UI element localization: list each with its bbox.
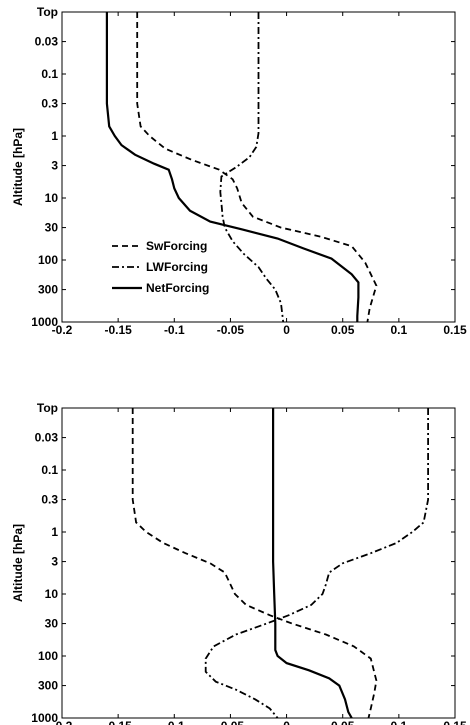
- x-tick-label: -0.2: [52, 719, 73, 725]
- x-tick-label: -0.1: [164, 719, 185, 725]
- y-tick-label: 10: [45, 587, 59, 601]
- legend: SwForcing LWForcing NetForcing: [112, 239, 209, 295]
- x-tick-label: 0.1: [391, 719, 408, 725]
- series-line-solid: [105, 12, 360, 322]
- y-tick-label: 0.3: [41, 97, 58, 111]
- x-tick-label: -0.05: [217, 719, 245, 725]
- y-tick-label: 100: [38, 649, 58, 663]
- series-line-dash-dot: [219, 12, 285, 323]
- y-axis-label: Altitude [hPa]: [11, 524, 25, 602]
- x-tick-label: -0.05: [217, 323, 245, 337]
- x-tick-label: 0.1: [391, 323, 408, 337]
- y-tick-label: 300: [38, 283, 58, 297]
- y-tick-label: 0.1: [41, 463, 58, 477]
- y-tick-label: 300: [38, 679, 58, 693]
- y-tick-label: 0.03: [35, 35, 59, 49]
- legend-label: LWForcing: [146, 260, 208, 274]
- x-tick-label: 0.15: [443, 323, 467, 337]
- y-tick-label: 3: [51, 555, 58, 569]
- chart-panel-2: -0.2 -0.15 -0.1 -0.05 0 0.05 0.1 0.15 Top 0.03 0.1…: [11, 401, 467, 725]
- x-tick-label: -0.15: [104, 719, 132, 725]
- y-axis-label: Altitude [hPa]: [11, 128, 25, 206]
- y-tick-label: 3: [51, 159, 58, 173]
- x-tick-label: -0.1: [164, 323, 185, 337]
- x-tick-label: 0.05: [331, 719, 355, 725]
- legend-label: SwForcing: [146, 239, 207, 253]
- x-tick-label: 0.05: [331, 323, 355, 337]
- y-tick-label: 1: [51, 129, 58, 143]
- legend-label: NetForcing: [146, 281, 209, 295]
- x-tick-label: -0.15: [104, 323, 132, 337]
- x-tick-label: 0.15: [443, 719, 467, 725]
- y-tick-label: 0.1: [41, 67, 58, 81]
- y-tick-label: 0.03: [35, 431, 59, 445]
- x-tick-label: -0.2: [52, 323, 73, 337]
- y-tick-label: 100: [38, 253, 58, 267]
- y-tick-label: 1000: [31, 315, 58, 329]
- plot-frame: [61, 407, 456, 719]
- y-tick-label: Top: [37, 5, 58, 19]
- series-line-dash-dot: [204, 408, 430, 719]
- y-tick-label: 0.3: [41, 493, 58, 507]
- y-tick-label: Top: [37, 401, 58, 415]
- x-tick-label: 0: [283, 719, 290, 725]
- y-tick-label: 1: [51, 525, 58, 539]
- y-tick-label: 30: [45, 221, 59, 235]
- y-tick-label: 10: [45, 191, 59, 205]
- y-tick-label: 30: [45, 617, 59, 631]
- series-line-dashed: [136, 12, 378, 323]
- series-line-dashed: [131, 408, 378, 719]
- series-line-solid: [272, 408, 353, 719]
- chart-panel-1: -0.2 -0.15 -0.1 -0.05 0 0.05 0.1 0.15 Top 0.03 0.1…: [11, 5, 467, 337]
- x-tick-label: 0: [283, 323, 290, 337]
- y-tick-label: 1000: [31, 711, 58, 725]
